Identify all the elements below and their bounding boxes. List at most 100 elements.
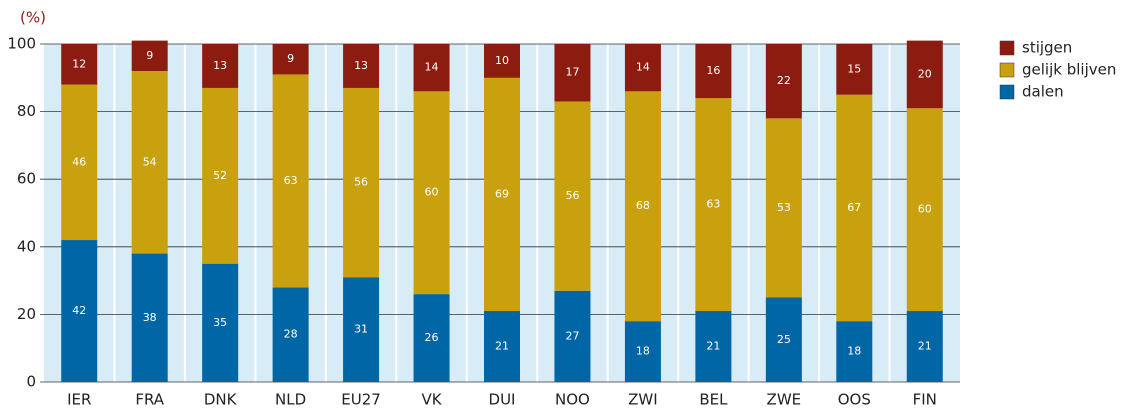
value-label: 21 <box>706 340 720 353</box>
value-label: 22 <box>777 74 791 87</box>
value-label: 18 <box>636 345 650 358</box>
value-label: 9 <box>287 52 294 65</box>
value-label: 56 <box>565 189 579 202</box>
value-label: 60 <box>425 186 439 199</box>
value-label: 18 <box>847 345 861 358</box>
x-tick-label: IER <box>67 391 91 409</box>
value-label: 14 <box>425 61 439 74</box>
y-unit: (%) <box>20 9 46 27</box>
value-label: 63 <box>706 198 720 211</box>
x-tick-label: ZWI <box>628 391 658 409</box>
x-tick-label: OOS <box>838 391 871 409</box>
legend-label: dalen <box>1022 83 1064 101</box>
value-label: 38 <box>143 311 157 324</box>
bar-segment <box>695 44 732 99</box>
bar-segment <box>202 263 239 382</box>
bar-segment <box>484 311 520 382</box>
value-label: 31 <box>354 323 368 336</box>
value-label: 13 <box>354 59 368 72</box>
x-tick-label: FRA <box>135 391 164 409</box>
bar-segment <box>61 84 98 241</box>
value-label: 46 <box>72 155 86 168</box>
y-tick-label: 80 <box>17 102 36 120</box>
bar-segment <box>272 287 309 382</box>
y-tick-label: 20 <box>17 305 36 323</box>
bar-segment <box>765 44 802 119</box>
bar-segment <box>413 91 450 295</box>
x-tick-label: FIN <box>913 391 937 409</box>
bar-segment <box>554 44 591 102</box>
bar-segment <box>413 294 450 382</box>
value-label: 20 <box>918 67 932 80</box>
value-label: 12 <box>72 57 86 70</box>
bar-segment <box>906 40 943 109</box>
bar-segment <box>484 77 520 312</box>
bar-segment <box>906 108 943 312</box>
x-tick-label: NLD <box>275 391 306 409</box>
value-label: 60 <box>918 203 932 216</box>
bar-segment <box>765 118 802 298</box>
value-label: 67 <box>847 201 861 214</box>
x-tick-label: BEL <box>699 391 728 409</box>
x-tick-label: VK <box>421 391 442 409</box>
x-tick-label: DUI <box>489 391 516 409</box>
bar-segment <box>836 44 873 95</box>
bar-segment <box>131 40 168 72</box>
value-label: 13 <box>213 59 227 72</box>
y-tick-label: 40 <box>17 237 36 255</box>
x-tick-label: DNK <box>204 391 238 409</box>
value-label: 69 <box>495 187 509 200</box>
bar-segment <box>695 98 732 312</box>
bar-segment <box>554 290 591 382</box>
x-tick-label: NOO <box>555 391 590 409</box>
bar-segment <box>906 311 943 382</box>
bar-segment <box>61 44 98 85</box>
bar-segment <box>131 71 168 254</box>
y-tick-label: 100 <box>7 35 36 53</box>
legend-label: gelijk blijven <box>1022 61 1116 79</box>
value-label: 26 <box>425 331 439 344</box>
bar-segment <box>484 44 520 78</box>
bar-segment <box>343 44 380 88</box>
value-label: 21 <box>918 340 932 353</box>
value-label: 27 <box>565 329 579 342</box>
legend-label: stijgen <box>1022 39 1072 57</box>
bar-segment <box>343 87 380 278</box>
value-label: 53 <box>777 201 791 214</box>
y-tick-label: 60 <box>17 170 36 188</box>
value-label: 52 <box>213 169 227 182</box>
bar-segment <box>413 44 450 92</box>
bar-segment <box>61 240 98 382</box>
value-label: 14 <box>636 61 650 74</box>
value-label: 25 <box>777 333 791 346</box>
value-label: 56 <box>354 176 368 189</box>
bar-segment <box>624 321 661 382</box>
y-tick-label: 0 <box>26 373 36 391</box>
value-label: 16 <box>706 64 720 77</box>
value-label: 28 <box>284 328 298 341</box>
value-label: 63 <box>284 174 298 187</box>
bar-segment <box>202 87 239 264</box>
value-label: 54 <box>143 155 157 168</box>
value-label: 42 <box>72 304 86 317</box>
x-tick-label: EU27 <box>341 391 381 409</box>
value-label: 9 <box>146 49 153 62</box>
bar-segment <box>202 44 239 88</box>
bar-segment <box>554 101 591 291</box>
legend-swatch <box>999 62 1015 78</box>
legend-swatch <box>999 84 1015 100</box>
bar-segment <box>624 44 661 92</box>
value-label: 15 <box>847 62 861 75</box>
bar-segment <box>272 44 309 75</box>
value-label: 10 <box>495 54 509 67</box>
bar-segment <box>836 321 873 382</box>
value-label: 35 <box>213 316 227 329</box>
value-label: 68 <box>636 199 650 212</box>
bar-segment <box>765 297 802 382</box>
bar-segment <box>624 91 661 322</box>
bar-segment <box>272 74 309 288</box>
bar-segment <box>836 94 873 322</box>
bar-segment <box>695 311 732 382</box>
x-tick-label: ZWE <box>767 391 802 409</box>
